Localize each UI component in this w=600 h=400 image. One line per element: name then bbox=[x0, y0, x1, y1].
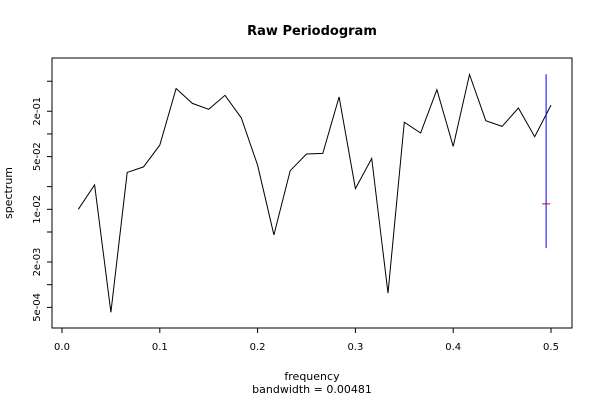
x-tick-label: 0.1 bbox=[152, 342, 168, 353]
series-layer bbox=[77, 72, 552, 313]
x-axis-label: frequency bbox=[284, 370, 340, 383]
x-tick-label: 0.4 bbox=[445, 342, 461, 353]
y-tick-label: 5e-02 bbox=[32, 142, 43, 171]
y-axis-label: spectrum bbox=[2, 167, 15, 219]
chart-title: Raw Periodogram bbox=[247, 24, 377, 39]
x-tick-label: 0.0 bbox=[54, 342, 70, 353]
spectrum-line bbox=[77, 72, 552, 313]
y-tick-label: 1e-02 bbox=[32, 195, 43, 224]
x-tick-label: 0.3 bbox=[347, 342, 363, 353]
x-axis: 0.0 0.1 0.2 0.3 0.4 0.5 bbox=[54, 327, 559, 353]
y-tick-label: 5e-04 bbox=[32, 293, 43, 322]
y-tick-label: 2e-03 bbox=[32, 248, 43, 277]
bandwidth-label: bandwidth = 0.00481 bbox=[252, 383, 372, 396]
x-tick-label: 0.2 bbox=[250, 342, 266, 353]
confidence-interval-bar bbox=[542, 74, 551, 249]
x-tick-label: 0.5 bbox=[543, 342, 559, 353]
y-tick-label: 2e-01 bbox=[32, 97, 43, 126]
plot-frame bbox=[51, 57, 573, 329]
y-axis: 5e-04 2e-03 1e-02 5e-02 2e-01 bbox=[32, 80, 53, 322]
